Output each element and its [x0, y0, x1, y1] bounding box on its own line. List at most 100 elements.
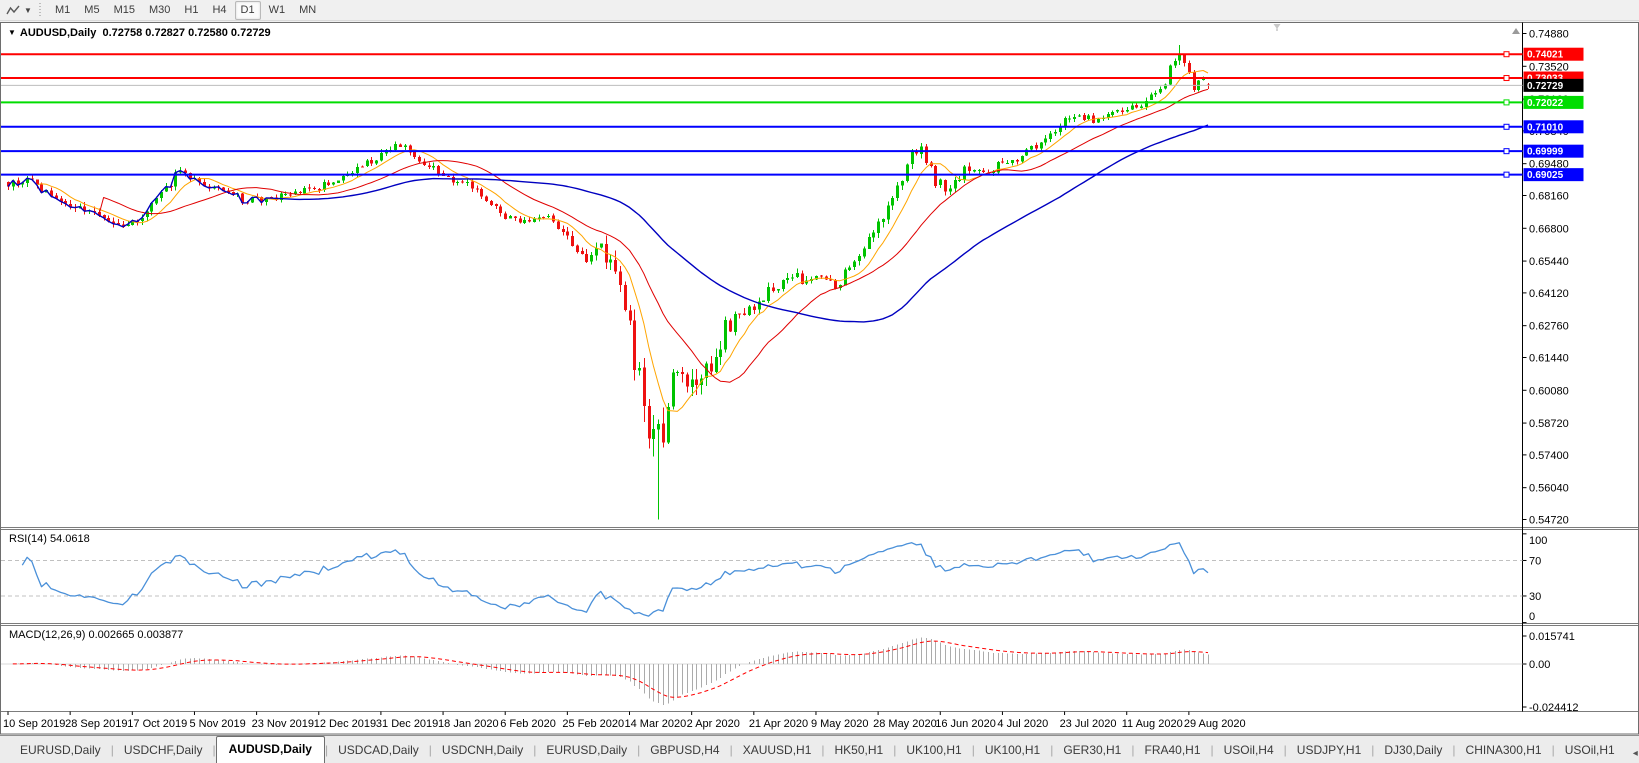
svg-text:0.015741: 0.015741 [1529, 631, 1575, 643]
svg-text:0.72729: 0.72729 [1527, 81, 1564, 92]
svg-text:0.74880: 0.74880 [1529, 29, 1569, 41]
tab-separator: | [1551, 743, 1555, 757]
candlestick-series [7, 45, 1210, 520]
tab-separator: | [893, 743, 897, 757]
svg-text:0.69999: 0.69999 [1527, 147, 1564, 158]
tab-xauusd-h1[interactable]: XAUUSD,H1 [742, 743, 812, 757]
tab-usdcnh-daily[interactable]: USDCNH,Daily [441, 743, 524, 757]
svg-text:0.61440: 0.61440 [1529, 353, 1569, 365]
tab-separator: | [110, 743, 114, 757]
price-label-0.74021: 0.74021 [1523, 47, 1584, 61]
svg-text:0.73520: 0.73520 [1529, 61, 1569, 73]
svg-text:0.68160: 0.68160 [1529, 191, 1569, 203]
svg-text:12 Dec 2019: 12 Dec 2019 [314, 718, 376, 730]
rsi-line [21, 542, 1209, 617]
macd-pane: 0.015741 0.00 -0.024412 [1, 631, 1579, 714]
tab-usdcad-daily[interactable]: USDCAD,Daily [338, 743, 419, 757]
svg-text:2 Apr 2020: 2 Apr 2020 [687, 718, 740, 730]
timeframe-button-d1[interactable]: D1 [234, 0, 261, 20]
timeframe-button-h4[interactable]: H4 [212, 4, 227, 16]
svg-text:0.69480: 0.69480 [1529, 159, 1569, 171]
svg-text:29 Aug 2020: 29 Aug 2020 [1184, 718, 1246, 730]
tab-separator: | [1452, 743, 1456, 757]
tab-usdchf-daily[interactable]: USDCHF,Daily [123, 743, 203, 757]
svg-text:0.65440: 0.65440 [1529, 256, 1569, 268]
tab-gbpusd-h4[interactable]: GBPUSD,H4 [650, 743, 720, 757]
horizontal-line-objects[interactable] [1, 51, 1523, 178]
tab-usdjpy-h1[interactable]: USDJPY,H1 [1296, 743, 1362, 757]
rsi-value: 54.0618 [49, 533, 90, 545]
tab-ger30-h1[interactable]: GER30,H1 [1063, 743, 1122, 757]
collapse-pane-icon[interactable]: ▼ [8, 28, 16, 37]
price-label-0.72022: 0.72022 [1523, 95, 1584, 109]
svg-text:0.58720: 0.58720 [1529, 418, 1569, 430]
tab-hk50-h1[interactable]: HK50,H1 [834, 743, 884, 757]
svg-text:30: 30 [1529, 591, 1541, 603]
tab-uk100-h1[interactable]: UK100,H1 [984, 743, 1041, 757]
svg-text:0.64120: 0.64120 [1529, 288, 1569, 300]
timeframe-button-w1[interactable]: W1 [268, 4, 286, 16]
tab-china300-h1[interactable]: CHINA300,H1 [1465, 743, 1542, 757]
svg-text:0.54720: 0.54720 [1529, 515, 1569, 527]
timeframe-button-m5[interactable]: M5 [84, 4, 100, 16]
svg-text:100: 100 [1529, 535, 1547, 547]
svg-text:0.60080: 0.60080 [1529, 385, 1569, 397]
rsi-pane-title: RSI(14) 54.0618 [9, 533, 90, 545]
tab-separator: | [212, 743, 216, 757]
svg-text:4 Jul 2020: 4 Jul 2020 [997, 718, 1048, 730]
chart-shift-marker[interactable] [1273, 24, 1281, 31]
timeframe-button-mn[interactable]: MN [299, 4, 317, 16]
timeframe-button-m15[interactable]: M15 [113, 4, 135, 16]
svg-text:0.74021: 0.74021 [1527, 50, 1564, 61]
tab-separator: | [821, 743, 825, 757]
bid-price-label: 0.72729 [1523, 78, 1584, 92]
tab-usoil-h1[interactable]: USOil,H1 [1564, 743, 1615, 757]
timeframe-button-h1[interactable]: H1 [184, 4, 199, 16]
tab-uk100-h1[interactable]: UK100,H1 [906, 743, 962, 757]
svg-text:16 Jun 2020: 16 Jun 2020 [935, 718, 996, 730]
svg-text:31 Dec 2019: 31 Dec 2019 [376, 718, 438, 730]
tab-separator: | [1371, 743, 1375, 757]
price-label-0.69999: 0.69999 [1523, 144, 1584, 158]
tab-eurusd-daily[interactable]: EURUSD,Daily [546, 743, 628, 757]
tab-separator: | [1050, 743, 1054, 757]
svg-text:23 Jul 2020: 23 Jul 2020 [1060, 718, 1117, 730]
svg-text:0: 0 [1529, 611, 1535, 623]
macd-values: 0.002665 0.003877 [88, 629, 184, 641]
svg-text:17 Oct 2019: 17 Oct 2019 [127, 718, 187, 730]
timeframe-button-m1[interactable]: M1 [55, 4, 71, 16]
svg-text:70: 70 [1529, 555, 1541, 567]
dropdown-caret-icon[interactable]: ▼ [24, 5, 32, 15]
price-label-0.71010: 0.71010 [1523, 120, 1584, 134]
tab-fra40-h1[interactable]: FRA40,H1 [1144, 743, 1201, 757]
svg-text:28 May 2020: 28 May 2020 [873, 718, 937, 730]
svg-text:0.56040: 0.56040 [1529, 483, 1569, 495]
toolbar-gripper[interactable] [38, 2, 42, 18]
tab-eurusd-daily[interactable]: EURUSD,Daily [20, 743, 101, 757]
svg-text:10 Sep 2019: 10 Sep 2019 [3, 718, 65, 730]
timeframe-toolbar: ▼ M1 M5 M15 M30 H1 H4 D1 W1 MN [0, 0, 1639, 21]
tab-bar: EURUSD,Daily | USDCHF,Daily | AUDUSD,Daily | U… [0, 735, 1639, 763]
svg-text:0.72022: 0.72022 [1527, 98, 1564, 109]
tabs-scroll-left-icon[interactable]: ◂ [1632, 748, 1638, 759]
tab-separator: | [971, 743, 975, 757]
svg-text:0.62760: 0.62760 [1529, 321, 1569, 333]
rsi-pane: 100 70 30 0 [1, 533, 1547, 624]
time-scale[interactable]: 10 Sep 2019 28 Sep 2019 17 Oct 2019 5 Nov 2… [3, 711, 1246, 731]
svg-text:0.00: 0.00 [1529, 659, 1550, 671]
tab-dj30-daily[interactable]: DJ30,Daily [1384, 743, 1443, 757]
price-label-0.69025: 0.69025 [1523, 168, 1584, 182]
tab-usoil-h4[interactable]: USOil,H4 [1223, 743, 1274, 757]
svg-text:11 Aug 2020: 11 Aug 2020 [1122, 718, 1183, 730]
svg-text:0.66800: 0.66800 [1529, 223, 1569, 235]
tab-audusd-daily[interactable]: AUDUSD,Daily [215, 736, 325, 763]
svg-text:9 May 2020: 9 May 2020 [811, 718, 868, 730]
timeframe-button-m30[interactable]: M30 [148, 4, 171, 16]
svg-text:5 Nov 2019: 5 Nov 2019 [189, 718, 245, 730]
line-studies-icon[interactable] [4, 2, 22, 18]
svg-text:21 Apr 2020: 21 Apr 2020 [749, 718, 808, 730]
chart-symbol-period: AUDUSD,Daily [19, 27, 97, 39]
chart-title: ▼ AUDUSD,Daily 0.72758 0.72827 0.72580 0.… [8, 27, 271, 39]
svg-text:18 Jan 2020: 18 Jan 2020 [438, 718, 499, 730]
